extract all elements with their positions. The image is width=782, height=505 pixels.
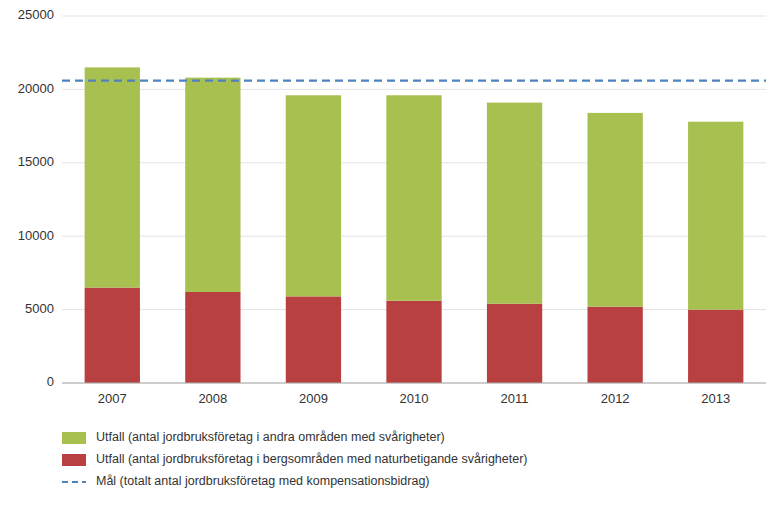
y-tick-label: 15000 xyxy=(18,154,54,169)
x-tick-label: 2008 xyxy=(198,391,227,406)
legend-label: Utfall (antal jordbruksföretag i bergsom… xyxy=(96,452,527,466)
legend-swatch xyxy=(62,454,86,466)
x-tick-label: 2011 xyxy=(501,391,529,406)
bar xyxy=(85,67,140,287)
bar xyxy=(185,292,240,383)
y-tick-label: 10000 xyxy=(18,228,54,243)
legend-label: Utfall (antal jordbruksföretag i andra o… xyxy=(96,430,445,444)
legend-swatch xyxy=(62,481,86,483)
bar xyxy=(587,113,642,307)
y-axis: 0 5000 10000 15000 20000 25000 xyxy=(18,7,54,389)
bar xyxy=(587,307,642,383)
chart-container: 0 5000 10000 15000 20000 25000 2007 2008 2009 201… xyxy=(0,0,782,505)
x-tick-label: 2010 xyxy=(400,391,429,406)
y-tick-label: 0 xyxy=(47,374,54,389)
bar xyxy=(386,301,441,383)
grid-line xyxy=(62,383,766,384)
y-tick-label: 20000 xyxy=(18,81,54,96)
y-tick-label: 5000 xyxy=(25,301,54,316)
x-tick-label: 2009 xyxy=(299,391,328,406)
bar-series xyxy=(85,67,744,309)
bar xyxy=(85,288,140,383)
bar xyxy=(286,95,341,296)
grid-line xyxy=(62,89,766,90)
grid-line xyxy=(62,16,766,17)
bar xyxy=(487,304,542,383)
x-axis: 2007 2008 2009 2010 2011 2012 2013 xyxy=(62,383,766,406)
chart-svg: 0 5000 10000 15000 20000 25000 2007 2008 2009 201… xyxy=(0,0,782,505)
bar xyxy=(185,78,240,292)
legend-swatch xyxy=(62,432,86,444)
grid xyxy=(62,16,766,383)
plot-area xyxy=(62,67,766,383)
bar xyxy=(386,95,441,301)
bar xyxy=(487,103,542,304)
bar xyxy=(688,122,743,310)
legend: Utfall (antal jordbruksföretag i andra o… xyxy=(62,430,527,488)
x-tick-label: 2007 xyxy=(98,391,127,406)
legend-label: Mål (totalt antal jordbruksföretag med k… xyxy=(96,474,430,488)
bar xyxy=(688,310,743,383)
target-line xyxy=(62,79,766,81)
y-tick-label: 25000 xyxy=(18,7,54,22)
x-axis-line xyxy=(62,383,766,384)
x-tick-label: 2013 xyxy=(701,391,730,406)
x-tick-label: 2012 xyxy=(601,391,630,406)
bar-series xyxy=(85,288,744,383)
bar xyxy=(286,296,341,383)
